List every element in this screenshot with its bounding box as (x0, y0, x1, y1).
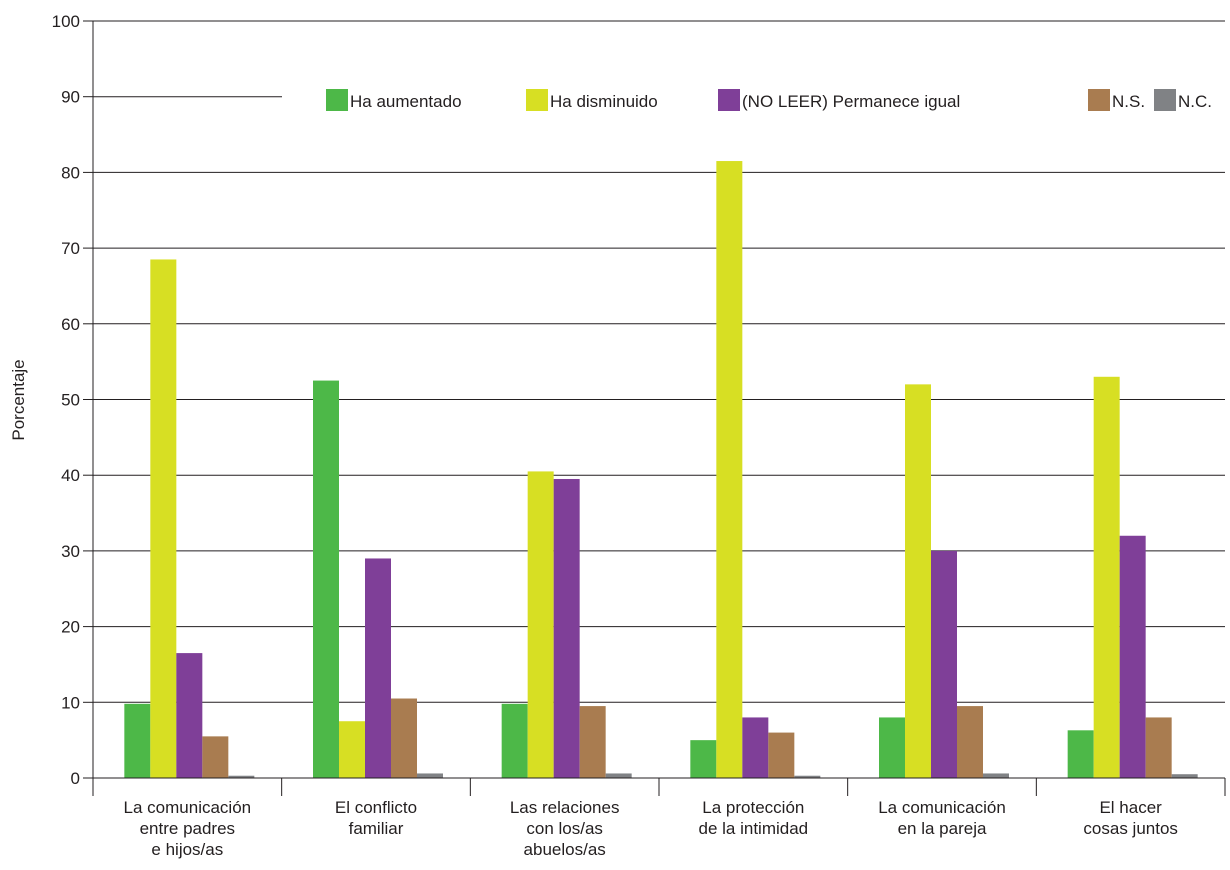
x-category-label: cosas juntos (1083, 819, 1178, 838)
bar (501, 703, 528, 778)
x-category-label: El conflicto (335, 798, 417, 817)
y-tick-label: 40 (61, 466, 80, 485)
bar (527, 471, 554, 778)
bar (228, 775, 255, 778)
bars (124, 161, 1198, 779)
bar (957, 706, 983, 778)
bar (339, 721, 365, 778)
bar (1171, 774, 1198, 778)
legend: Ha aumentado Ha disminuido (NO LEER) Perma… (326, 89, 1212, 111)
legend-swatch (718, 89, 740, 111)
x-category-label: e hijos/as (151, 840, 223, 859)
legend-label: (NO LEER) Permanece igual (742, 92, 960, 111)
bar (1067, 730, 1094, 778)
legend-swatch (1088, 89, 1110, 111)
bar (1119, 535, 1146, 778)
x-category-label: La comunicación (124, 798, 252, 817)
x-category-label: con los/as (526, 819, 603, 838)
bar (794, 775, 821, 778)
bar (579, 706, 606, 778)
bar (124, 703, 151, 778)
x-category-labels: La comunicación entre padres e hijos/as El … (124, 798, 1178, 859)
x-category-label: de la intimidad (699, 819, 809, 838)
y-tick-label: 80 (61, 163, 80, 182)
bar (716, 161, 743, 779)
bar (365, 558, 391, 778)
bar (313, 380, 339, 778)
bar (553, 478, 580, 778)
y-tick-label: 50 (61, 391, 80, 410)
bar (202, 736, 229, 778)
x-category-label: en la pareja (898, 819, 987, 838)
bar (1093, 376, 1120, 778)
bar (417, 773, 443, 778)
y-tick-label: 70 (61, 239, 80, 258)
axes (83, 20, 1226, 796)
y-tick-label: 100 (52, 12, 80, 31)
y-tick-label: 0 (71, 769, 80, 788)
legend-swatch (1154, 89, 1176, 111)
x-category-label: familiar (349, 819, 404, 838)
grid-lines (93, 20, 1225, 703)
legend-swatch (326, 89, 348, 111)
x-category-label: abuelos/as (524, 840, 606, 859)
y-tick-label: 10 (61, 693, 80, 712)
bar (983, 773, 1009, 778)
bar (905, 384, 931, 778)
y-tick-label: 20 (61, 618, 80, 637)
bar (768, 732, 795, 778)
legend-label: Ha disminuido (550, 92, 658, 111)
bar (176, 653, 203, 778)
bar (605, 773, 632, 778)
legend-label: N.S. (1112, 92, 1145, 111)
bar (931, 550, 957, 778)
bar (690, 740, 717, 778)
y-axis-title: Porcentaje (9, 359, 28, 440)
bar (391, 698, 417, 778)
x-category-label: La protección (702, 798, 804, 817)
bar (150, 259, 177, 779)
bar (742, 717, 769, 778)
legend-label: N.C. (1178, 92, 1212, 111)
x-category-label: El hacer (1099, 798, 1162, 817)
x-category-label: Las relaciones (510, 798, 620, 817)
y-tick-label: 90 (61, 88, 80, 107)
x-category-label: La comunicación (878, 798, 1006, 817)
legend-swatch (526, 89, 548, 111)
bar (1145, 717, 1172, 778)
y-tick-label: 60 (61, 315, 80, 334)
y-tick-labels: 0 10 20 30 40 50 60 70 80 90 100 (52, 12, 80, 788)
x-category-label: entre padres (140, 819, 235, 838)
bar (879, 717, 905, 778)
y-tick-label: 30 (61, 542, 80, 561)
legend-label: Ha aumentado (350, 92, 462, 111)
